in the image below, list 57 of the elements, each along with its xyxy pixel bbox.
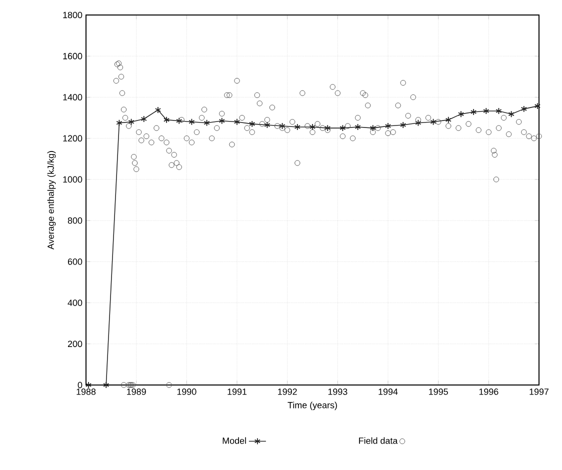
point: [204, 119, 210, 126]
point: [370, 124, 376, 132]
point: [218, 117, 225, 124]
point: [496, 108, 502, 114]
point: [400, 122, 406, 128]
x-axis-title: Time (years): [288, 402, 337, 410]
point: [163, 116, 170, 124]
point: [188, 118, 195, 126]
point: [458, 110, 464, 118]
point: [354, 124, 361, 130]
point: [103, 382, 110, 388]
y-tick-label: 1000: [63, 176, 82, 183]
point: [128, 118, 134, 126]
point: [309, 124, 316, 130]
point: [264, 122, 270, 128]
point: [279, 122, 286, 130]
x-tick-label: 1996: [479, 388, 498, 395]
point: [340, 124, 346, 132]
point: [249, 120, 256, 128]
point: [234, 118, 240, 126]
x-tick-label: 1988: [76, 388, 96, 395]
point: [154, 106, 162, 114]
y-axis-title: Average enthalpy (kJ/kg): [47, 151, 56, 250]
x-tick-label: 1995: [429, 388, 448, 395]
x-tick-label: 1997: [530, 388, 549, 395]
x-tick-label: 1989: [127, 388, 146, 395]
y-tick-label: 1800: [63, 12, 82, 18]
point: [116, 119, 122, 126]
x-tick-label: 1993: [328, 388, 348, 395]
y-tick-label: 0: [78, 382, 82, 388]
x-tick-label: 1992: [278, 388, 297, 395]
point: [384, 122, 392, 130]
y-tick-label: 600: [68, 258, 82, 265]
y-tick-label: 800: [68, 217, 82, 224]
point: [520, 105, 527, 112]
legend-label: Field data: [359, 437, 398, 444]
point: [140, 116, 147, 122]
point: [534, 102, 541, 110]
y-tick-label: 1600: [63, 52, 82, 60]
y-tick-label: 1200: [63, 135, 82, 142]
x-tick-label: 1990: [177, 388, 196, 395]
y-tick-label: 200: [68, 340, 82, 348]
point: [294, 124, 300, 130]
legend-label: Model: [222, 437, 246, 444]
x-tick-label: 1994: [378, 388, 398, 395]
point: [483, 108, 490, 114]
point: [85, 382, 92, 388]
point: [430, 118, 436, 126]
y-tick-label: 1400: [63, 94, 82, 100]
x-tick-label: 1991: [228, 388, 247, 395]
point: [508, 110, 514, 118]
point: [324, 124, 331, 132]
point: [415, 119, 422, 126]
y-tick-label: 400: [68, 300, 82, 306]
point: [445, 116, 452, 124]
point: [176, 117, 182, 124]
point: [470, 108, 477, 116]
